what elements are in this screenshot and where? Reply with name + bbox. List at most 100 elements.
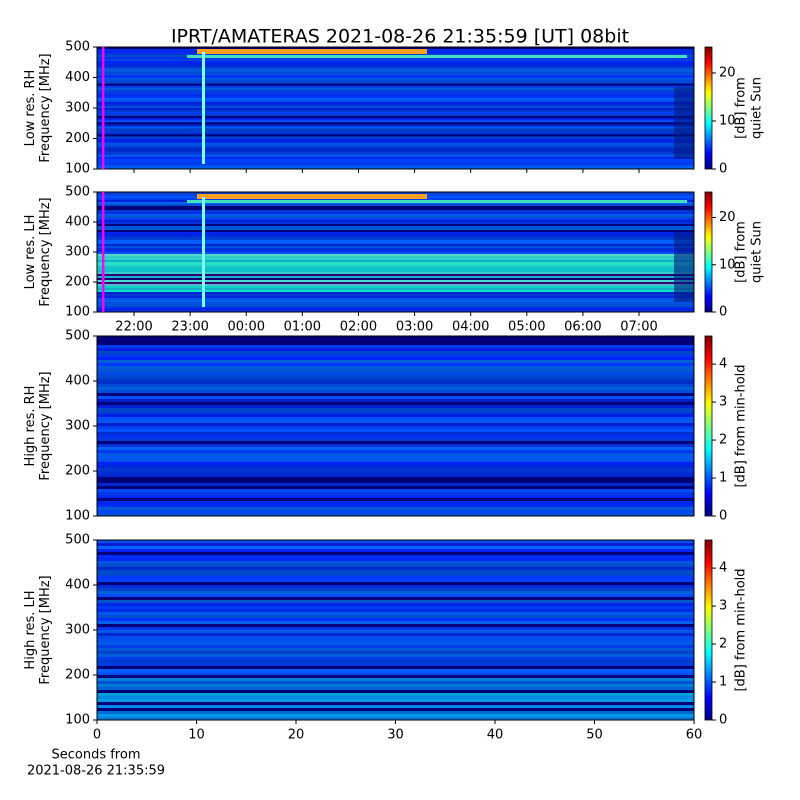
spectrogram-texture — [97, 254, 694, 257]
spectrogram-texture — [97, 456, 694, 460]
spectrogram-texture — [97, 666, 694, 670]
y-tick-label: 400 — [65, 70, 90, 85]
spectrogram-texture — [97, 498, 694, 502]
spectrogram-texture — [97, 438, 694, 442]
spectrogram-texture — [97, 387, 694, 391]
spectrogram-texture — [97, 699, 694, 703]
spectrogram-texture — [97, 226, 694, 229]
y-tick-label: 200 — [65, 131, 90, 146]
spectrogram-texture — [97, 429, 694, 433]
spectrogram-texture — [97, 402, 694, 406]
spectrogram-texture — [97, 465, 694, 469]
spectrogram-texture — [97, 366, 694, 370]
spectrogram-texture — [97, 510, 694, 514]
spectrogram-texture — [97, 582, 694, 586]
spectrogram-texture — [97, 262, 694, 265]
y-tick-label: 100 — [65, 162, 90, 177]
colorbar — [704, 46, 713, 170]
colorbar-tick-label: 4 — [719, 561, 727, 576]
spectrogram-texture — [97, 693, 694, 697]
spectrogram-texture — [97, 148, 694, 152]
spectrogram-texture — [97, 450, 694, 454]
spectrogram-texture — [97, 138, 694, 142]
y-tick-label: 300 — [65, 101, 90, 116]
spectrogram-texture — [97, 624, 694, 628]
spectrogram-texture — [97, 162, 694, 166]
spectrogram-texture — [97, 120, 694, 123]
spectrogram-texture — [97, 585, 694, 589]
spectrogram-texture — [97, 345, 694, 349]
spectrogram-texture — [97, 357, 694, 361]
spectrogram-texture — [97, 204, 694, 207]
spectrogram-texture — [97, 474, 694, 478]
spectrogram-texture — [97, 156, 694, 160]
spectrogram-texture — [97, 492, 694, 496]
x-tick-label: 06:00 — [564, 320, 601, 335]
spectrogram-texture — [97, 417, 694, 421]
colorbar-tick-label: 3 — [719, 395, 727, 410]
spectrogram-texture — [97, 298, 694, 301]
spectrogram-texture — [97, 91, 694, 95]
spectrogram-texture — [97, 462, 694, 466]
colorbar-tick-label: 10 — [719, 113, 736, 128]
x-tick-label: 50 — [586, 728, 603, 743]
spectrogram-texture — [97, 609, 694, 613]
spectrogram-texture — [97, 420, 694, 424]
spectrogram-texture — [97, 244, 694, 247]
spectrogram-texture — [97, 248, 694, 251]
spectrogram-texture — [97, 570, 694, 574]
spectrogram-texture — [97, 140, 694, 144]
spectrogram-texture — [97, 294, 694, 297]
spectrogram-texture — [97, 414, 694, 418]
y-tick-label: 400 — [65, 374, 90, 389]
spectrogram-texture — [97, 228, 694, 231]
spectrogram-texture — [97, 67, 694, 70]
spectrogram-texture — [97, 423, 694, 427]
spectrogram-texture — [97, 501, 694, 505]
spectrogram-texture — [97, 71, 694, 74]
spectrogram-texture — [97, 561, 694, 565]
spectrogram-texture — [97, 89, 694, 93]
spectrogram-texture — [202, 52, 205, 164]
spectrogram-texture — [97, 615, 694, 619]
y-axis-label: Frequency [MHz] — [38, 371, 53, 480]
spectrogram-texture — [97, 687, 694, 691]
spectrogram-texture — [97, 134, 694, 137]
y-tick-label: 400 — [65, 578, 90, 593]
colorbar — [704, 191, 713, 313]
spectrogram-texture — [97, 150, 694, 154]
spectrogram-texture — [97, 57, 694, 60]
spectrogram-texture — [97, 600, 694, 604]
x-tick-label: 30 — [387, 728, 404, 743]
spectrogram-texture — [97, 351, 694, 355]
spectrogram-texture — [97, 576, 694, 580]
spectrogram-texture — [97, 669, 694, 673]
spectrogram-texture — [97, 286, 694, 289]
spectrogram-texture — [97, 97, 694, 101]
colorbar-label: [dB] from min-hold — [734, 364, 749, 487]
spectrogram-texture — [97, 152, 694, 156]
spectrogram-texture — [97, 702, 694, 706]
x-tick-label: 01:00 — [284, 320, 321, 335]
y-tick-label: 200 — [65, 668, 90, 683]
x-tick-label: 00:00 — [228, 320, 265, 335]
spectrogram-texture — [97, 645, 694, 649]
y-tick-label: 500 — [65, 533, 90, 548]
spectrogram-texture — [97, 69, 694, 72]
colorbar-tick-label: 0 — [719, 713, 727, 728]
spectrogram-texture — [97, 711, 694, 715]
spectrogram-texture — [97, 258, 694, 261]
spectrogram-texture — [97, 480, 694, 484]
spectrogram-texture — [97, 154, 694, 158]
spectrogram-texture — [97, 310, 694, 313]
spectrogram-texture — [97, 238, 694, 241]
spectrogram-texture — [97, 95, 694, 99]
spectrogram-texture — [187, 55, 687, 58]
spectrogram-texture — [97, 384, 694, 388]
spectrogram-texture — [97, 489, 694, 493]
spectrogram-texture — [97, 684, 694, 688]
spectrogram-texture — [97, 218, 694, 221]
colorbar-label: quiet Sun — [750, 77, 765, 139]
spectrogram-texture — [97, 83, 694, 87]
spectrogram-texture — [97, 292, 694, 295]
